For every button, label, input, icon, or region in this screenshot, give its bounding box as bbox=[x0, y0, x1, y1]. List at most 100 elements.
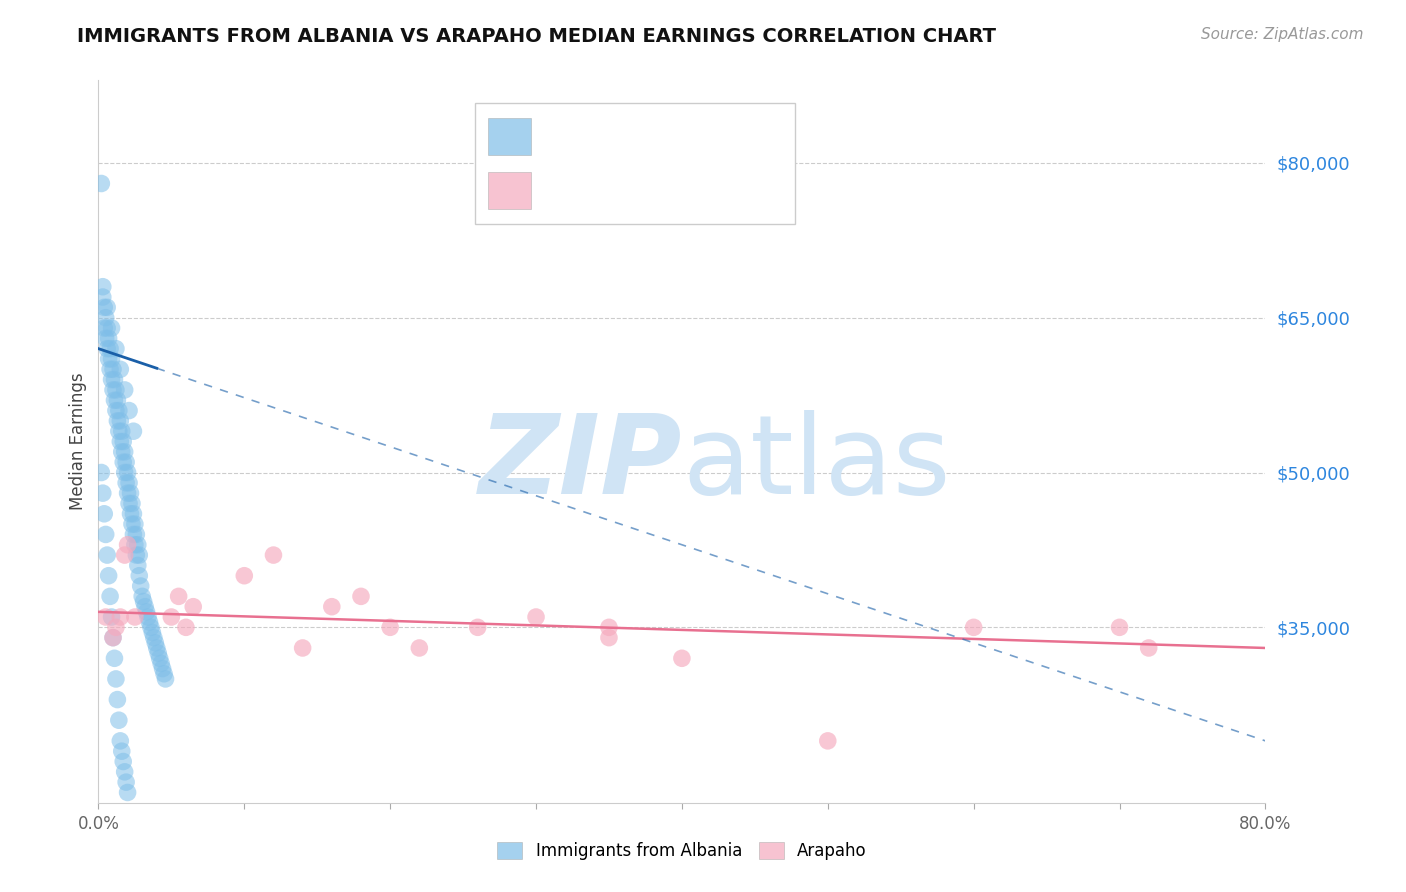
Point bbox=[94, 331, 117, 345]
Point bbox=[321, 599, 343, 614]
Point bbox=[91, 486, 114, 500]
Point bbox=[96, 342, 118, 356]
Point bbox=[150, 657, 173, 671]
Point bbox=[408, 640, 430, 655]
Point bbox=[98, 342, 121, 356]
Point bbox=[118, 496, 141, 510]
Point bbox=[114, 466, 136, 480]
Point bbox=[149, 651, 172, 665]
Point bbox=[118, 475, 141, 490]
Point bbox=[174, 620, 197, 634]
Point bbox=[115, 455, 138, 469]
Point bbox=[114, 383, 136, 397]
Point bbox=[104, 620, 127, 634]
Point bbox=[117, 785, 139, 799]
Point bbox=[90, 177, 112, 191]
Point bbox=[100, 321, 122, 335]
Point bbox=[108, 403, 131, 417]
Point bbox=[98, 362, 121, 376]
Point bbox=[111, 445, 134, 459]
Point bbox=[91, 279, 114, 293]
Point bbox=[91, 290, 114, 304]
Point bbox=[93, 301, 115, 315]
Point bbox=[153, 666, 176, 681]
Point bbox=[105, 393, 128, 408]
Point bbox=[101, 631, 124, 645]
Point bbox=[598, 631, 620, 645]
Point bbox=[112, 455, 135, 469]
Point bbox=[120, 507, 142, 521]
Point bbox=[121, 517, 143, 532]
Point bbox=[96, 301, 118, 315]
Point bbox=[127, 558, 149, 573]
Point bbox=[94, 527, 117, 541]
Point bbox=[124, 538, 146, 552]
Point bbox=[96, 548, 118, 562]
Point bbox=[122, 527, 145, 541]
Point bbox=[132, 594, 155, 608]
Point bbox=[93, 507, 115, 521]
Point bbox=[127, 538, 149, 552]
Point bbox=[115, 775, 138, 789]
Point bbox=[598, 620, 620, 634]
Point bbox=[104, 672, 127, 686]
Point bbox=[120, 486, 142, 500]
Point bbox=[160, 610, 183, 624]
Point bbox=[112, 755, 135, 769]
Point bbox=[94, 310, 117, 325]
Point bbox=[112, 434, 135, 449]
Point bbox=[104, 383, 127, 397]
Point bbox=[136, 610, 159, 624]
Point bbox=[350, 590, 373, 604]
Point bbox=[291, 640, 314, 655]
Point bbox=[101, 383, 124, 397]
Point bbox=[148, 646, 170, 660]
Y-axis label: Median Earnings: Median Earnings bbox=[69, 373, 87, 510]
Point bbox=[121, 496, 143, 510]
Legend: Immigrants from Albania, Arapaho: Immigrants from Albania, Arapaho bbox=[491, 835, 873, 867]
Point bbox=[104, 342, 127, 356]
Point bbox=[108, 713, 131, 727]
Point bbox=[118, 403, 141, 417]
Point bbox=[108, 424, 131, 438]
Point bbox=[143, 636, 166, 650]
Point bbox=[94, 610, 117, 624]
Point bbox=[110, 434, 132, 449]
Point bbox=[138, 615, 160, 630]
Point bbox=[125, 548, 148, 562]
Point bbox=[117, 486, 139, 500]
Text: Source: ZipAtlas.com: Source: ZipAtlas.com bbox=[1201, 27, 1364, 42]
Point bbox=[97, 331, 120, 345]
Text: atlas: atlas bbox=[682, 409, 950, 516]
Point bbox=[114, 445, 136, 459]
Point bbox=[103, 651, 125, 665]
Point bbox=[110, 362, 132, 376]
Point bbox=[671, 651, 693, 665]
Point bbox=[104, 403, 127, 417]
Point bbox=[98, 590, 121, 604]
Point bbox=[122, 424, 145, 438]
Text: IMMIGRANTS FROM ALBANIA VS ARAPAHO MEDIAN EARNINGS CORRELATION CHART: IMMIGRANTS FROM ALBANIA VS ARAPAHO MEDIA… bbox=[77, 27, 997, 45]
Point bbox=[817, 734, 839, 748]
Point bbox=[100, 373, 122, 387]
Point bbox=[524, 610, 547, 624]
Point bbox=[114, 548, 136, 562]
Point bbox=[128, 548, 150, 562]
Point bbox=[152, 662, 174, 676]
Point bbox=[100, 610, 122, 624]
Point bbox=[134, 599, 156, 614]
Point bbox=[128, 568, 150, 582]
Point bbox=[93, 321, 115, 335]
Point bbox=[141, 625, 163, 640]
Point bbox=[125, 527, 148, 541]
Point bbox=[467, 620, 489, 634]
Point bbox=[155, 672, 177, 686]
Point bbox=[142, 631, 165, 645]
Point bbox=[233, 568, 256, 582]
Point bbox=[110, 414, 132, 428]
Point bbox=[962, 620, 984, 634]
Point bbox=[111, 744, 134, 758]
Point bbox=[101, 631, 124, 645]
Point bbox=[146, 640, 169, 655]
Point bbox=[96, 321, 118, 335]
